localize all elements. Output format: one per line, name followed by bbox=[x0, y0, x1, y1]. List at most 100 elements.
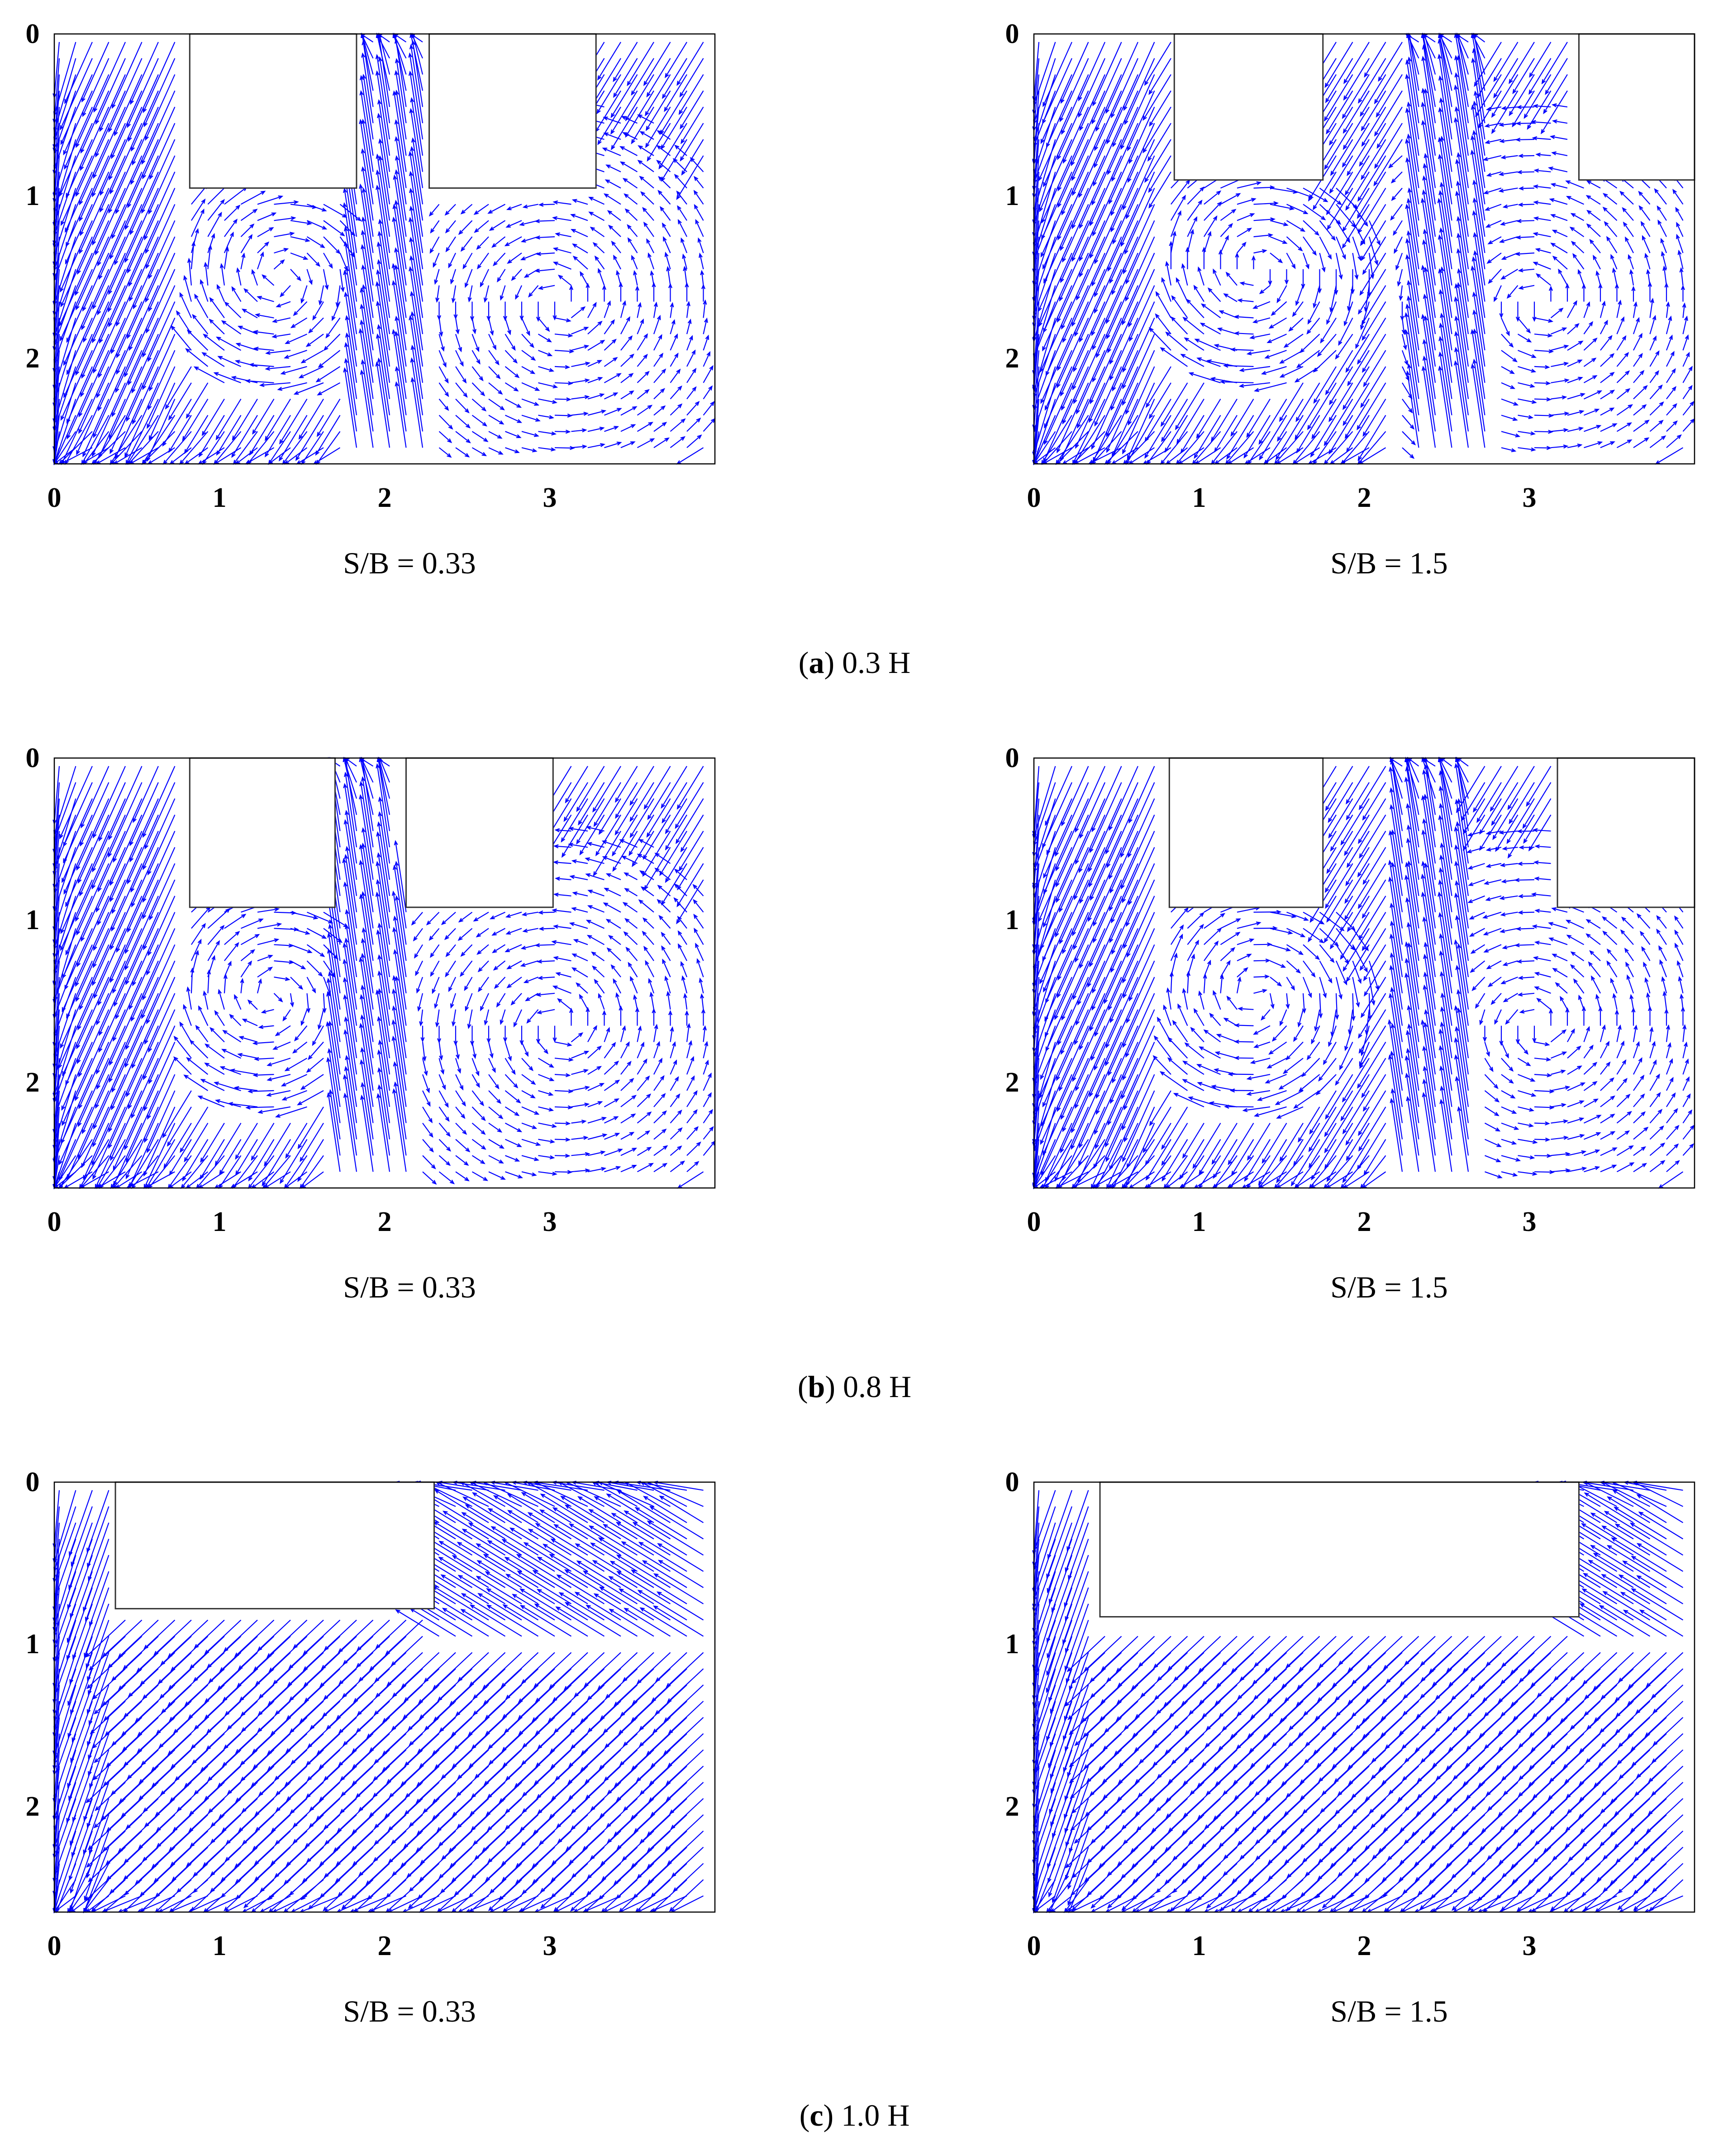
velocity-vector bbox=[662, 58, 687, 98]
velocity-vector bbox=[1590, 239, 1601, 253]
velocity-vector bbox=[1440, 98, 1452, 172]
vector-arrowhead bbox=[565, 429, 571, 434]
velocity-vector bbox=[455, 415, 470, 428]
velocity-vector bbox=[273, 317, 291, 322]
velocity-vector bbox=[438, 447, 451, 458]
velocity-vector bbox=[650, 992, 655, 1010]
vector-arrowhead bbox=[75, 291, 79, 296]
velocity-vector bbox=[376, 171, 390, 253]
velocity-vector bbox=[686, 336, 693, 351]
velocity-vector bbox=[1170, 211, 1181, 237]
velocity-vector bbox=[1474, 233, 1485, 302]
vector-arrowhead bbox=[235, 343, 241, 347]
velocity-vector bbox=[182, 399, 209, 440]
velocity-vector bbox=[253, 1041, 274, 1044]
vector-arrowhead bbox=[658, 334, 662, 339]
vector-arrowhead bbox=[1658, 384, 1663, 390]
vector-arrowhead bbox=[1549, 198, 1555, 202]
velocity-vector bbox=[96, 960, 126, 1025]
velocity-vector bbox=[1408, 102, 1419, 172]
vector-arrowhead bbox=[1361, 335, 1366, 341]
vector-arrowhead bbox=[551, 447, 556, 452]
velocity-vector bbox=[316, 431, 341, 464]
vector-arrowhead bbox=[629, 800, 634, 806]
vector-arrowhead bbox=[112, 988, 117, 994]
vector-arrowhead bbox=[1518, 186, 1524, 191]
velocity-vector bbox=[146, 1139, 176, 1188]
vector-arrowhead bbox=[565, 798, 570, 804]
vector-arrowhead bbox=[340, 287, 345, 293]
vector-arrowhead bbox=[274, 938, 280, 943]
velocity-vector bbox=[362, 844, 374, 912]
velocity-vector bbox=[528, 285, 539, 297]
velocity-vector bbox=[1313, 285, 1320, 308]
velocity-vector bbox=[1423, 45, 1436, 124]
velocity-vector bbox=[1493, 58, 1519, 98]
vector-arrowhead bbox=[685, 1010, 689, 1016]
velocity-vector bbox=[1270, 220, 1288, 226]
velocity-vector bbox=[1487, 171, 1502, 176]
velocity-vector bbox=[1302, 253, 1309, 268]
vector-arrowhead bbox=[460, 972, 465, 977]
velocity-vector bbox=[1406, 33, 1419, 59]
velocity-vector bbox=[1616, 336, 1626, 351]
velocity-vector bbox=[639, 900, 654, 913]
vector-arrowhead bbox=[1532, 136, 1538, 140]
vector-arrowhead bbox=[497, 1128, 503, 1133]
velocity-vector bbox=[201, 1079, 225, 1091]
velocity-vector bbox=[602, 840, 621, 848]
vector-arrowhead bbox=[1230, 347, 1236, 352]
velocity-vector bbox=[53, 447, 60, 464]
vector-arrowhead bbox=[1577, 444, 1583, 448]
vector-arrowhead bbox=[681, 139, 685, 144]
velocity-vector bbox=[701, 271, 704, 286]
velocity-vector bbox=[1264, 431, 1287, 464]
velocity-vector bbox=[323, 269, 328, 289]
velocity-vector bbox=[611, 74, 638, 118]
velocity-vector bbox=[569, 828, 588, 832]
vector-arrowhead bbox=[1252, 319, 1258, 324]
velocity-vector bbox=[521, 398, 538, 405]
vector-arrowhead bbox=[321, 935, 327, 939]
vector-arrowhead bbox=[632, 406, 638, 410]
velocity-vector bbox=[58, 1090, 93, 1164]
vector-arrowhead bbox=[189, 1040, 195, 1045]
vector-arrowhead bbox=[444, 405, 449, 411]
vector-arrowhead bbox=[359, 90, 364, 95]
vector-arrowhead bbox=[125, 224, 129, 230]
vector-arrowhead bbox=[1515, 316, 1520, 322]
velocity-vector bbox=[465, 269, 473, 287]
vector-arrowhead bbox=[195, 228, 199, 234]
velocity-vector bbox=[438, 1090, 449, 1107]
velocity-vector bbox=[536, 236, 555, 238]
vector-arrowhead bbox=[92, 192, 96, 197]
velocity-vector bbox=[306, 236, 324, 248]
velocity-vector bbox=[438, 1107, 449, 1121]
vector-arrowhead bbox=[293, 311, 298, 316]
velocity-vector bbox=[1286, 187, 1313, 198]
velocity-vector bbox=[1358, 269, 1386, 314]
velocity-vector bbox=[59, 766, 93, 839]
velocity-vector bbox=[699, 253, 704, 270]
velocity-vector bbox=[131, 960, 159, 1021]
vector-arrowhead bbox=[250, 949, 256, 954]
vector-arrowhead bbox=[376, 831, 381, 837]
velocity-vector bbox=[1122, 301, 1155, 372]
velocity-vector bbox=[53, 1026, 60, 1097]
velocity-vector bbox=[76, 123, 109, 196]
velocity-vector bbox=[362, 265, 374, 334]
velocity-vector bbox=[1094, 204, 1122, 263]
velocity-vector bbox=[216, 415, 242, 455]
vector-arrowhead bbox=[1161, 437, 1166, 442]
vector-arrowhead bbox=[108, 208, 113, 214]
vector-arrowhead bbox=[604, 887, 609, 892]
velocity-vector bbox=[65, 896, 93, 955]
velocity-vector bbox=[378, 853, 390, 929]
velocity-vector bbox=[411, 147, 424, 221]
velocity-vector bbox=[143, 1009, 176, 1079]
vector-arrowhead bbox=[1407, 56, 1412, 62]
velocity-vector bbox=[1182, 264, 1188, 286]
velocity-vector bbox=[1362, 334, 1386, 372]
velocity-vector bbox=[393, 928, 407, 1010]
vector-arrowhead bbox=[78, 1072, 82, 1078]
